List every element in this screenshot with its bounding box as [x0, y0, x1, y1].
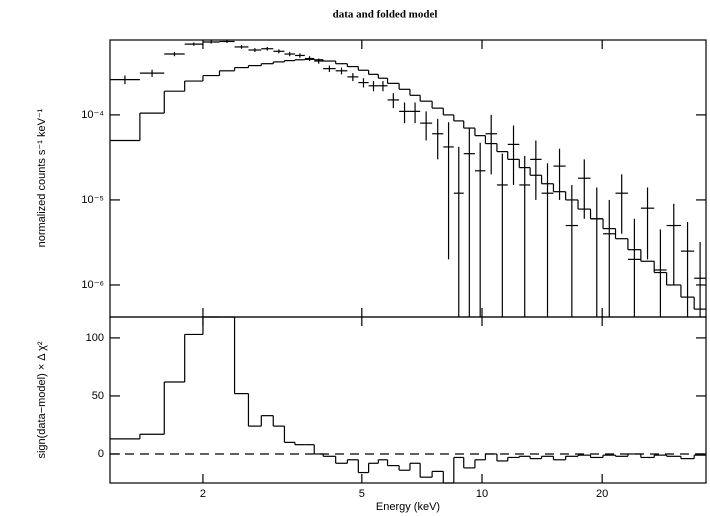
y-axis-label: sign(data−model) × Δ χ²	[36, 341, 48, 458]
y-axis-label: normalized counts s⁻¹ keV⁻¹	[36, 108, 48, 247]
step-riser	[139, 59, 695, 310]
y-tick-label: 0	[98, 448, 104, 460]
x-tick-label: 2	[200, 488, 206, 500]
y-tick-label: 10⁻⁴	[81, 109, 104, 121]
chart-title: data and folded model	[333, 9, 438, 21]
y-tick-label: 10⁻⁶	[81, 279, 104, 291]
x-tick-label: 20	[596, 488, 608, 500]
y-tick-label: 100	[86, 332, 104, 344]
y-tick-label: 50	[92, 390, 104, 402]
plot-frame	[109, 316, 707, 484]
step-riser	[139, 317, 695, 483]
y-tick-label: 10⁻⁵	[81, 194, 104, 206]
x-tick-label: 5	[359, 488, 365, 500]
x-axis-label: Energy (keV)	[376, 501, 440, 513]
x-tick-label: 10	[476, 488, 488, 500]
